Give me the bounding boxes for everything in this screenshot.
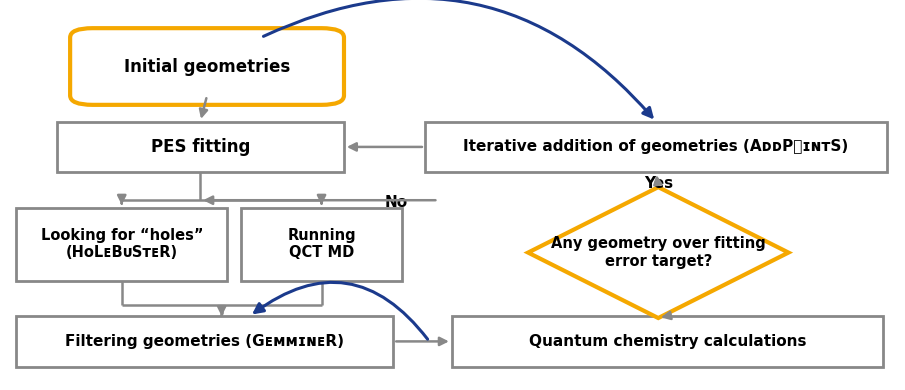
Text: Filtering geometries (GᴇᴍᴍɪɴᴇR): Filtering geometries (GᴇᴍᴍɪɴᴇR) (65, 334, 344, 349)
FancyBboxPatch shape (241, 208, 403, 281)
FancyBboxPatch shape (70, 28, 344, 105)
FancyBboxPatch shape (452, 316, 882, 367)
FancyBboxPatch shape (16, 316, 394, 367)
Text: Quantum chemistry calculations: Quantum chemistry calculations (529, 334, 806, 349)
Text: PES fitting: PES fitting (150, 138, 250, 156)
Polygon shape (529, 187, 788, 318)
Text: Any geometry over fitting
error target?: Any geometry over fitting error target? (551, 236, 766, 269)
FancyBboxPatch shape (16, 208, 227, 281)
FancyBboxPatch shape (424, 122, 887, 172)
Text: Running
QCT MD: Running QCT MD (287, 228, 356, 261)
Text: No: No (385, 195, 407, 209)
Text: Looking for “holes”
(HᴏLᴇBᴜSᴛᴇR): Looking for “holes” (HᴏLᴇBᴜSᴛᴇR) (41, 228, 203, 261)
Text: Iterative addition of geometries (AᴅᴅP᷃ɪɴᴛS): Iterative addition of geometries (AᴅᴅP᷃ɪ… (463, 139, 849, 154)
Text: Yes: Yes (643, 176, 672, 191)
Text: Initial geometries: Initial geometries (124, 57, 291, 76)
FancyBboxPatch shape (57, 122, 344, 172)
